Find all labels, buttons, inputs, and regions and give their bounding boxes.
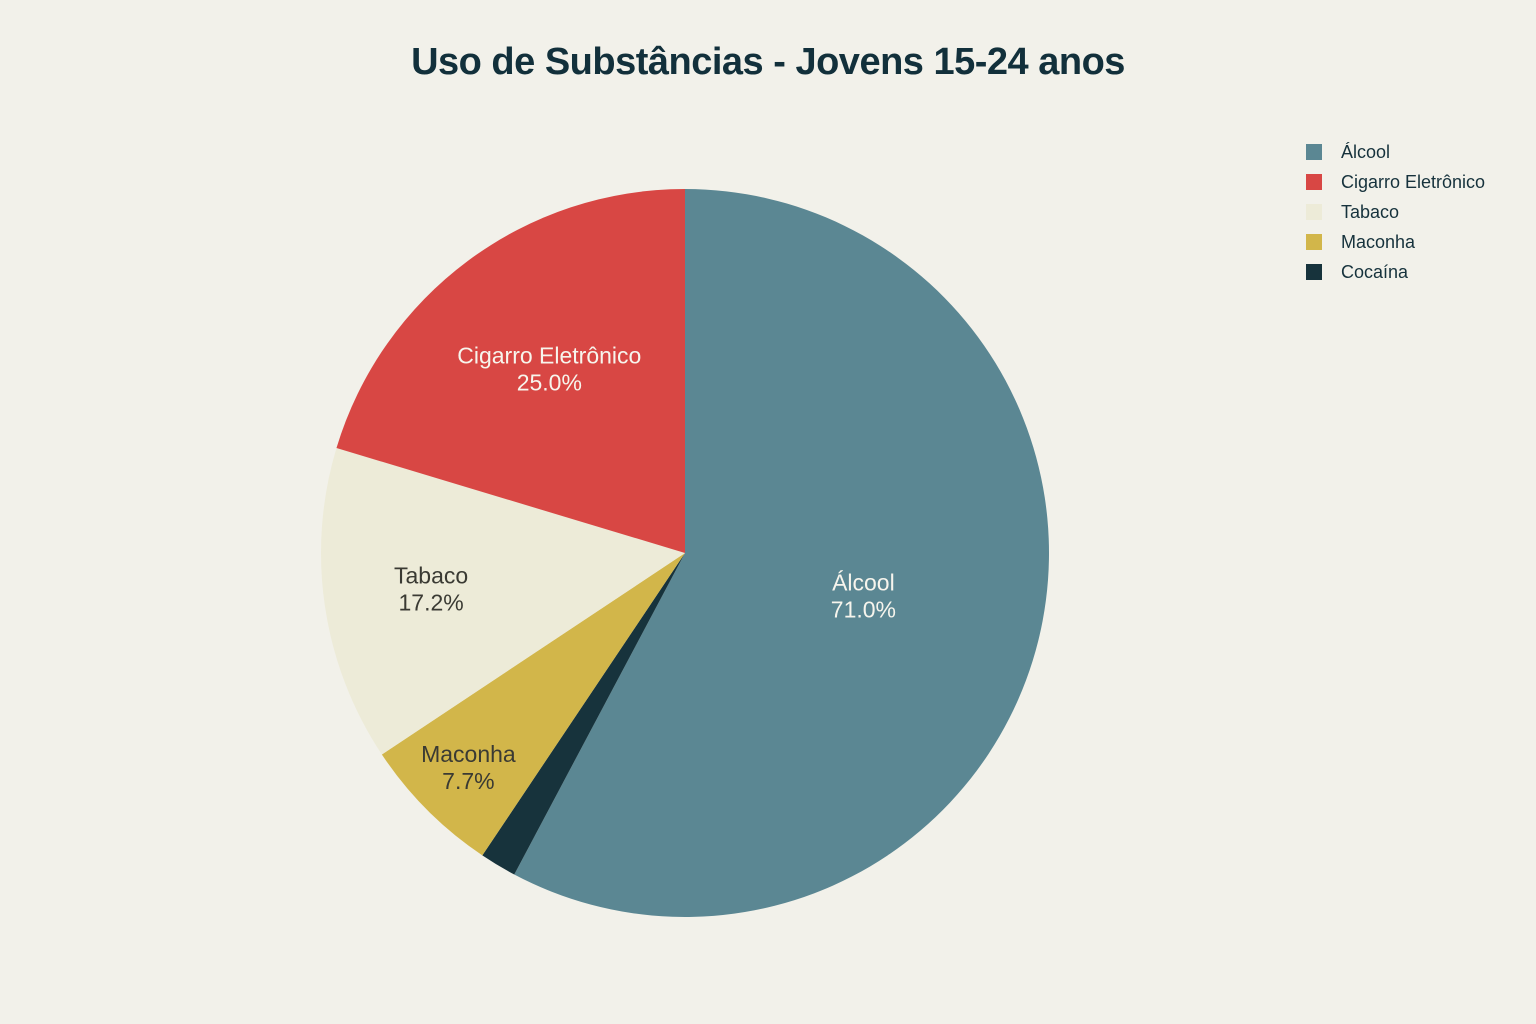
legend-swatch-cocaina — [1306, 264, 1322, 280]
pie-slice-maconha — [381, 553, 685, 856]
pie-slice-label-cigarro-eletronico: Cigarro Eletrônico 25.0% — [457, 342, 641, 395]
pie-slice-tabaco — [321, 447, 685, 755]
legend-label-cocaina: Cocaína — [1341, 261, 1409, 282]
pie-slice-label-alcool: Álcool 71.0% — [831, 569, 896, 622]
legend-swatch-cigarro-eletronico — [1306, 174, 1322, 190]
legend-item-cocaina: Cocaína — [1306, 257, 1485, 287]
legend-swatch-tabaco — [1306, 204, 1322, 220]
pie-slice-alcool — [514, 189, 1050, 917]
legend-label-maconha: Maconha — [1341, 231, 1416, 252]
legend-label-cigarro-eletronico: Cigarro Eletrônico — [1341, 171, 1486, 192]
legend-item-alcool: Álcool — [1306, 137, 1485, 167]
legend-item-cigarro-eletronico: Cigarro Eletrônico — [1306, 167, 1485, 197]
legend: Álcool Cigarro Eletrônico Tabaco Maconha Coc… — [1306, 137, 1485, 287]
legend-item-tabaco: Tabaco — [1306, 197, 1485, 227]
legend-item-maconha: Maconha — [1306, 227, 1485, 257]
legend-label-tabaco: Tabaco — [1341, 201, 1400, 222]
pie-slice-cigarro-eletronico — [336, 189, 685, 553]
legend-swatch-alcool — [1306, 144, 1322, 160]
legend-swatch-maconha — [1306, 234, 1322, 250]
pie-slice-cocaina — [482, 553, 685, 875]
pie-slice-label-maconha: Maconha 7.7% — [421, 741, 516, 794]
chart-title: Uso de Substâncias - Jovens 15-24 anos — [411, 41, 1125, 83]
pie-slice-label-tabaco: Tabaco 17.2% — [394, 563, 468, 616]
legend-label-alcool: Álcool — [1341, 141, 1391, 162]
